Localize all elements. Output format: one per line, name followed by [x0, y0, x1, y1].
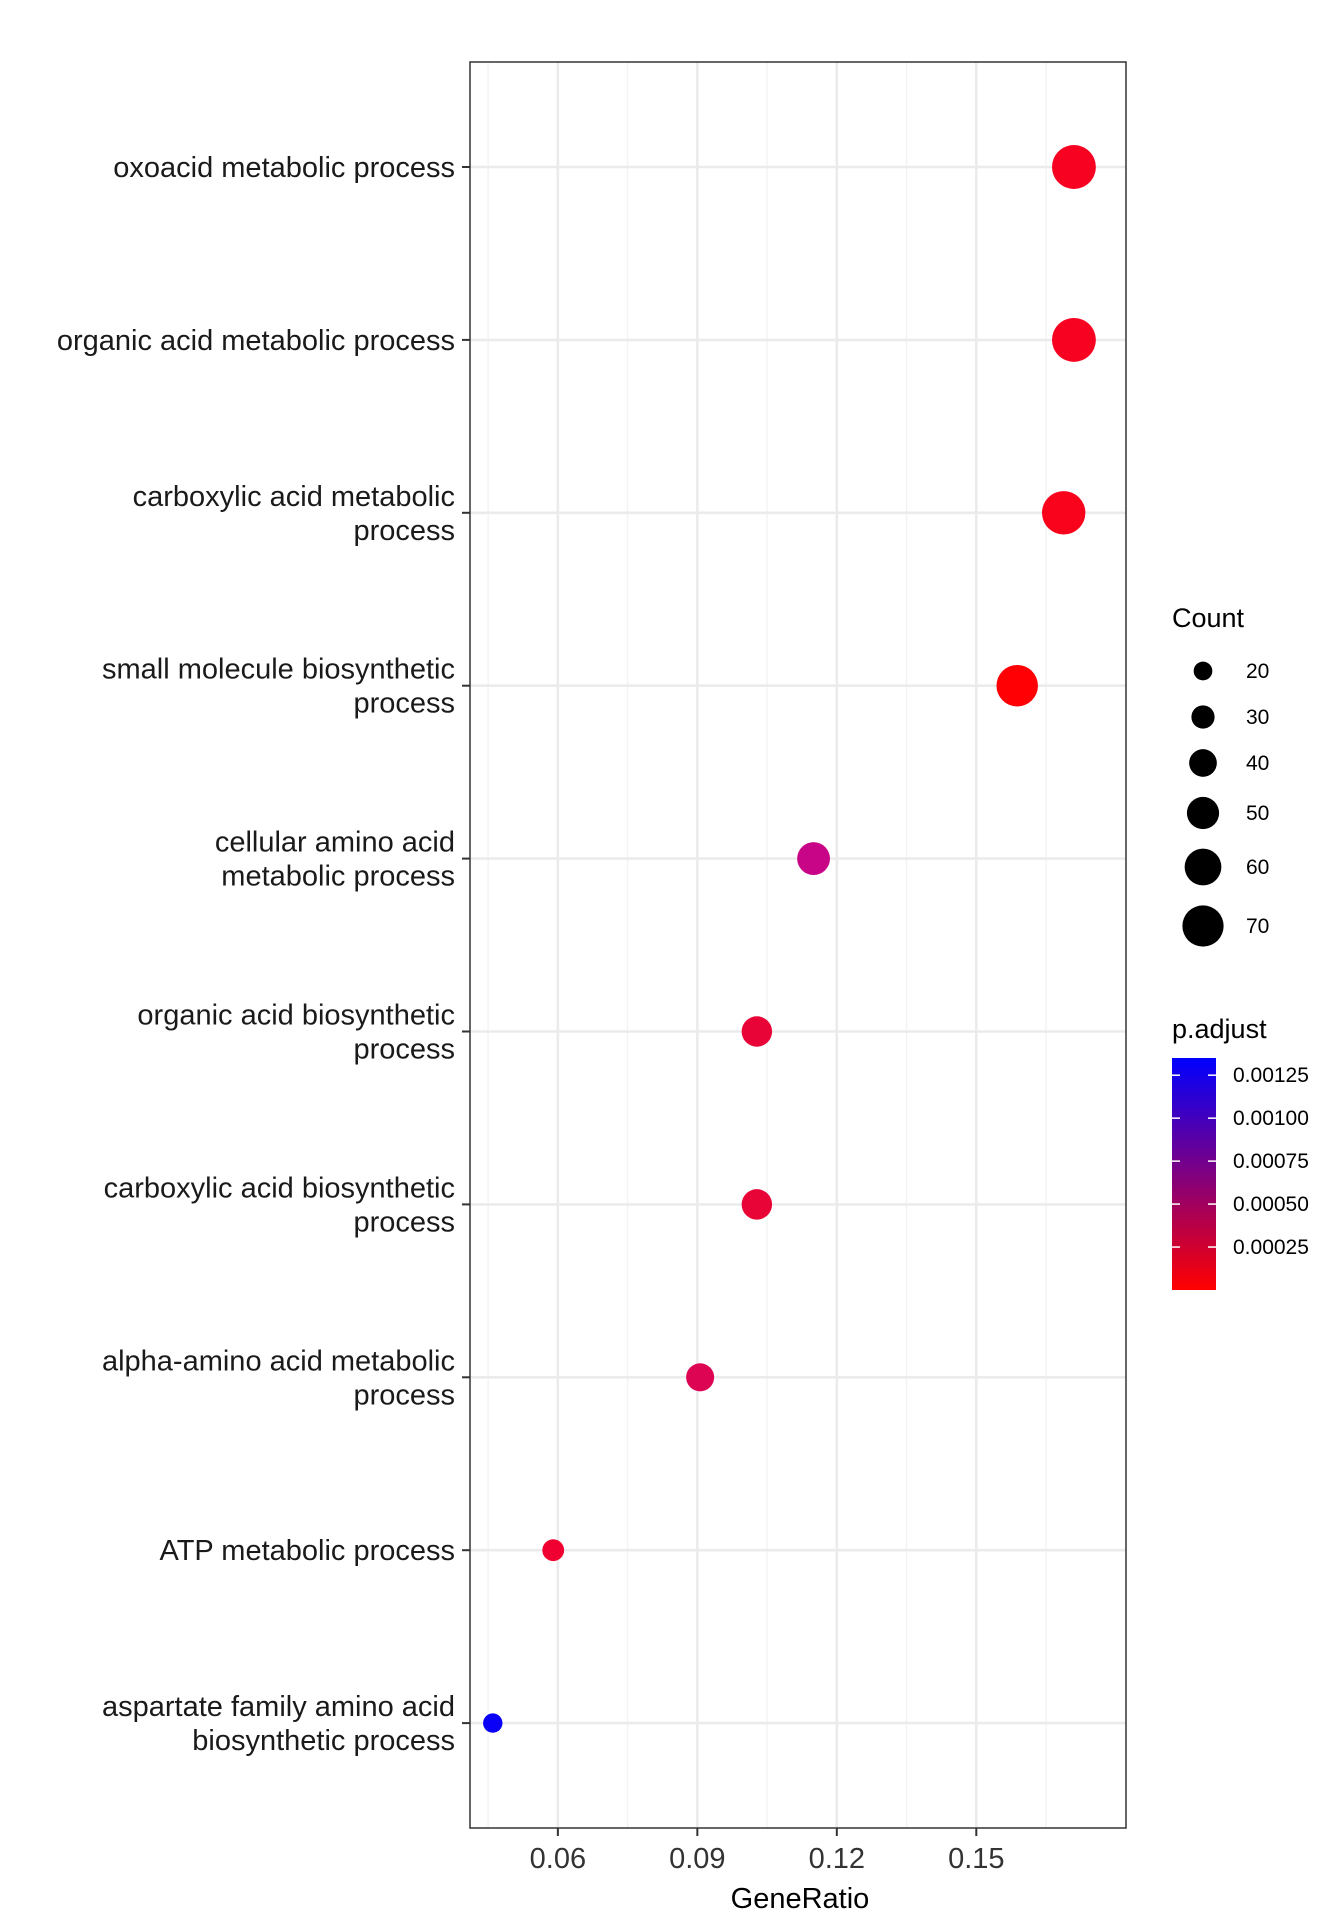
count-legend-label: 60	[1246, 856, 1269, 879]
y-tick-label-line: alpha-amino acid metabolic	[102, 1345, 455, 1377]
y-tick-label-line: biosynthetic process	[192, 1725, 455, 1757]
data-point	[542, 1539, 565, 1562]
y-axis: oxoacid metabolic process organic acid me…	[57, 152, 470, 1757]
data-point	[1051, 317, 1096, 362]
y-tick-label: carboxylic acid biosynthetic process	[104, 1172, 455, 1238]
x-axis-title: GeneRatio	[731, 1883, 870, 1915]
x-axis: 0.06 0.09 0.12 0.15	[530, 1828, 1005, 1875]
data-point	[686, 1363, 715, 1392]
count-legend-title: Count	[1172, 603, 1245, 633]
x-tick-label: 0.15	[948, 1843, 1004, 1875]
y-tick-label-line: process	[353, 688, 455, 720]
panel-border	[469, 61, 1127, 1829]
data-point	[1051, 145, 1096, 189]
y-tick-label: organic acid metabolic process	[57, 325, 455, 357]
data-point	[996, 664, 1038, 707]
color-legend-label: 0.00075	[1233, 1150, 1309, 1173]
count-legend-label: 50	[1246, 802, 1269, 825]
plot-panel	[469, 61, 1127, 1829]
x-tick-label: 0.12	[809, 1843, 865, 1875]
x-tick-label: 0.09	[669, 1843, 725, 1875]
y-tick-label: oxoacid metabolic process	[113, 152, 455, 184]
y-tick-label: small molecule biosynthetic process	[102, 654, 455, 720]
count-legend-key	[1184, 848, 1222, 886]
count-legend-key	[1191, 705, 1215, 729]
y-tick-label-line: process	[353, 1379, 455, 1411]
count-legend-key	[1186, 796, 1220, 830]
count-legend-label: 20	[1246, 660, 1269, 683]
count-legend-label: 40	[1246, 752, 1269, 775]
data-point	[797, 842, 830, 876]
y-tick-label: aspartate family amino acid biosynthetic …	[102, 1691, 455, 1757]
y-tick-label-line: metabolic process	[221, 861, 455, 893]
color-legend-label: 0.00100	[1233, 1107, 1309, 1130]
y-tick-label-line: carboxylic acid biosynthetic	[104, 1172, 455, 1204]
y-tick-label: ATP metabolic process	[160, 1535, 456, 1567]
color-legend-label: 0.00025	[1233, 1236, 1309, 1259]
data-point	[741, 1189, 773, 1220]
y-tick-label-line: aspartate family amino acid	[102, 1691, 455, 1723]
p-adjust-legend-title: p.adjust	[1172, 1014, 1267, 1044]
count-size-legend: Count 20 30 40 50 60 70	[1172, 603, 1269, 947]
y-tick-label: carboxylic acid metabolic process	[133, 481, 455, 547]
data-point	[741, 1016, 773, 1047]
y-tick-label-line: process	[353, 1206, 455, 1238]
y-tick-label: cellular amino acid metabolic process	[215, 827, 455, 893]
y-tick-label-line: carboxylic acid metabolic	[133, 481, 455, 513]
color-legend-label: 0.00125	[1233, 1064, 1309, 1087]
y-tick-label-line: organic acid biosynthetic	[137, 1000, 455, 1032]
y-tick-label: alpha-amino acid metabolic process	[102, 1345, 455, 1411]
data-point	[483, 1713, 503, 1733]
data-point	[1042, 491, 1086, 535]
y-tick-label-line: small molecule biosynthetic	[102, 654, 455, 686]
count-legend-label: 70	[1246, 915, 1269, 938]
count-legend-key	[1193, 661, 1213, 681]
count-legend-key	[1189, 749, 1217, 777]
x-tick-label: 0.06	[530, 1843, 586, 1875]
count-legend-key	[1182, 905, 1224, 947]
y-tick-label: organic acid biosynthetic process	[137, 1000, 455, 1066]
y-tick-label-line: process	[353, 1034, 455, 1066]
color-bar	[1172, 1058, 1216, 1290]
color-legend-label: 0.00050	[1233, 1193, 1309, 1216]
y-tick-label-line: process	[353, 515, 455, 547]
count-legend-label: 30	[1246, 706, 1269, 729]
p-adjust-color-legend: p.adjust 0.00125 0.00100 0.00075 0.00050 0.0…	[1172, 1014, 1309, 1290]
y-tick-label-line: cellular amino acid	[215, 827, 455, 859]
